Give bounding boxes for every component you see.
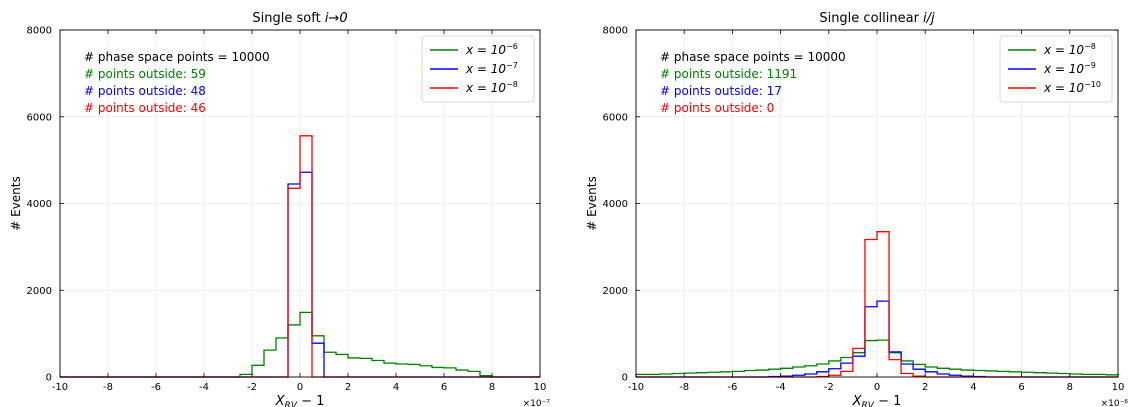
y-tick-label: 2000 xyxy=(603,286,628,297)
legend-entry: x = 10−6 xyxy=(465,42,518,57)
annotation-text: # points outside: 46 xyxy=(84,101,206,115)
legend: x = 10−8 x = 10−9 x = 10−10 xyxy=(999,35,1113,103)
chart-title: Single soft i→0 xyxy=(252,11,347,26)
y-axis-label: # Events xyxy=(9,176,23,231)
x-tick-label: -8 xyxy=(679,382,689,393)
x-tick-label: -10 xyxy=(52,382,68,393)
series-line-1 xyxy=(635,339,1119,377)
legend-entry: x = 10−8 xyxy=(1043,42,1096,57)
y-tick-label: 0 xyxy=(622,373,628,384)
x-tick-label: 0 xyxy=(297,382,303,393)
y-tick-label: 8000 xyxy=(603,26,628,37)
x-tick-label: -6 xyxy=(151,382,161,393)
legend-box xyxy=(421,35,535,103)
x-tick-label: -2 xyxy=(247,382,257,393)
chart-panel-2: -10 -8 -6 -4 -2 0 2 4 6 8 10 0 2000 4000 6000 8000 Singl… xyxy=(585,11,1128,407)
x-axis-label: XRV − 1 xyxy=(275,394,325,407)
y-tick-label: 4000 xyxy=(603,199,628,210)
legend: x = 10−6 x = 10−7 x = 10−8 xyxy=(421,35,535,103)
x-tick-label: 6 xyxy=(1018,382,1024,393)
y-tick-label: 2000 xyxy=(27,286,52,297)
x-tick-label: -6 xyxy=(727,382,737,393)
annotation-text: # points outside: 0 xyxy=(660,101,774,115)
x-tick-label: -2 xyxy=(824,382,834,393)
x-tick-label: 2 xyxy=(922,382,928,393)
annotation-text: # points outside: 1191 xyxy=(660,67,797,81)
legend-entry: x = 10−9 xyxy=(1043,61,1096,76)
annotation-text: # points outside: 48 xyxy=(84,84,206,98)
x-tick-label: 2 xyxy=(345,382,351,393)
legend-entry: x = 10−7 xyxy=(465,61,518,76)
y-tick-label: 4000 xyxy=(27,199,52,210)
x-tick-label: -4 xyxy=(776,382,786,393)
x-scale-label: ×10⁻⁷ xyxy=(523,399,551,407)
legend-entry: x = 10−10 xyxy=(1043,80,1101,95)
y-tick-label: 0 xyxy=(46,373,52,384)
x-tick-label: 8 xyxy=(1067,382,1073,393)
legend-box xyxy=(999,35,1113,103)
y-tick-label: 6000 xyxy=(603,112,628,123)
x-tick-label: 0 xyxy=(874,382,880,393)
legend-entry: x = 10−8 xyxy=(465,80,518,95)
x-tick-label: 4 xyxy=(393,382,399,393)
x-axis-label: XRV − 1 xyxy=(852,394,902,407)
x-tick-label: 6 xyxy=(441,382,447,393)
y-tick-label: 8000 xyxy=(27,26,52,37)
x-tick-label: 10 xyxy=(1112,382,1125,393)
y-axis-label: # Events xyxy=(585,176,599,231)
annotation-text: # phase space points = 10000 xyxy=(660,50,846,64)
x-tick-label: 8 xyxy=(489,382,495,393)
chart-title: Single collinear i/j xyxy=(819,11,935,26)
x-tick-label: 4 xyxy=(970,382,976,393)
x-tick-label: -8 xyxy=(103,382,113,393)
annotation-text: # phase space points = 10000 xyxy=(84,50,270,64)
x-scale-label: ×10⁻⁶ xyxy=(1101,399,1129,407)
y-tick-label: 6000 xyxy=(27,112,52,123)
x-tick-label: 10 xyxy=(534,382,547,393)
x-tick-label: -4 xyxy=(199,382,209,393)
x-tick-label: -10 xyxy=(628,382,644,393)
annotation-text: # points outside: 17 xyxy=(660,84,782,98)
chart-panel-1: -10 -8 -6 -4 -2 0 2 4 6 8 10 0 2000 4000 6000 8000 Singl… xyxy=(9,11,550,407)
annotation-text: # points outside: 59 xyxy=(84,67,206,81)
